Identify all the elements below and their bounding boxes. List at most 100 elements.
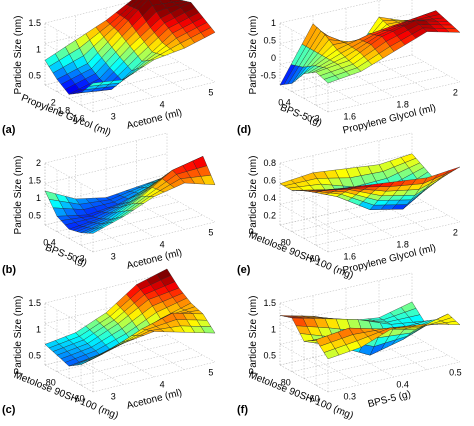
z-axis-label: Particle Size (nm) <box>13 296 24 375</box>
grid-line <box>166 54 216 83</box>
y-axis-label: Acetone (ml) <box>126 107 184 131</box>
x-axis-label: Propylene Glycol (ml) <box>20 93 113 139</box>
y-tick-label: 1.8 <box>396 100 409 110</box>
x-axis-label: BPS-5 (g) <box>44 242 89 269</box>
z-axis-label: Particle Size (nm) <box>248 296 259 375</box>
panel-f: 0.5 1 1.5 80 60 0.3 0.4 0.5 Particle Size (nm)Me… <box>237 272 462 422</box>
x-tick-label: 1.6 <box>72 114 85 124</box>
x-tick-label: 80 <box>281 377 291 387</box>
grid-line <box>80 355 204 386</box>
grid-line <box>136 202 185 230</box>
grid-line <box>44 302 94 331</box>
y-tick-label: 5 <box>208 368 213 378</box>
panel-e: 0.2 0.4 0.6 0.8 80 60 1.6 1.8 2 Particle Size (nm… <box>237 132 461 282</box>
panel-letter: (b) <box>2 264 16 276</box>
x-axis-label: Metolose 90SH-100 (mg) <box>247 230 355 282</box>
y-tick-label: 5 <box>208 228 213 238</box>
panel-letter: (e) <box>237 264 251 276</box>
y-tick-label: 5 <box>208 88 213 98</box>
grid-line <box>44 162 94 191</box>
z-tick-label: 1 <box>36 44 41 54</box>
grid-line <box>345 349 395 378</box>
surface-mesh <box>44 156 216 234</box>
surface-cell <box>444 166 461 175</box>
y-tick-label: 0.5 <box>449 368 462 378</box>
grid-line <box>345 69 395 98</box>
grid-line <box>378 62 428 90</box>
z-axis-label: Particle Size (nm) <box>13 156 24 235</box>
y-axis-label: Acetone (ml) <box>126 247 184 271</box>
x-axis-label: Metolose 90SH-100 (mg) <box>12 370 120 422</box>
surface-cell <box>88 227 104 234</box>
y-tick-label: 0.3 <box>344 392 357 402</box>
grid-line <box>315 215 449 246</box>
x-tick-label: 60 <box>310 254 320 264</box>
surface-mesh <box>44 268 216 367</box>
z-tick-label: 1 <box>36 193 41 203</box>
z-tick-label: 1 <box>36 324 41 334</box>
y-tick-label: 3 <box>111 112 116 122</box>
surface-mesh <box>279 301 461 360</box>
y-axis-label: BPS-5 (g) <box>367 389 412 410</box>
surface-cell <box>323 348 340 360</box>
z-tick-label: 1 <box>271 18 276 28</box>
surface-mesh <box>279 153 461 210</box>
z-tick-label: 2 <box>36 158 41 168</box>
x-tick-label: 0.4 <box>278 97 291 107</box>
z-tick-label: 1 <box>271 324 276 334</box>
grid-line <box>136 62 185 90</box>
surface-cell <box>88 353 104 361</box>
grid-line <box>166 194 216 223</box>
panel-letter: (f) <box>237 404 248 416</box>
grid-line <box>105 349 155 378</box>
grid-line <box>279 344 329 372</box>
z-axis-label: Particle Size (nm) <box>248 16 259 95</box>
grid-line <box>411 194 461 223</box>
y-axis-label: Acetone (ml) <box>126 387 184 411</box>
y-tick-label: 4 <box>160 100 165 110</box>
panel-letter: (c) <box>2 404 16 416</box>
panel-letter: (a) <box>2 124 16 136</box>
grid-line <box>136 342 185 370</box>
z-tick-label: 0.2 <box>263 211 276 221</box>
x-tick-label: 80 <box>281 237 291 247</box>
z-tick-label: 0.8 <box>263 158 276 168</box>
x-tick-label: 80 <box>46 377 56 387</box>
z-tick-label: -0.5 <box>260 71 276 81</box>
y-tick-label: 4 <box>160 240 165 250</box>
grid-line <box>166 334 216 363</box>
grid-line <box>279 64 329 92</box>
z-tick-label: 1.5 <box>263 298 276 308</box>
y-tick-label: 2 <box>453 88 458 98</box>
x-tick-label: 60 <box>310 394 320 404</box>
x-axis-label: BPS-5 (g) <box>279 102 324 129</box>
surface-mesh <box>279 10 461 86</box>
x-tick-label: 1.8 <box>58 106 71 116</box>
z-tick-label: 0.5 <box>263 351 276 361</box>
y-tick-label: 4 <box>160 380 165 390</box>
panel-b: 0.5 1 1.5 2 0.4 0.3 3 4 5 Particle Size (nm) BPS-5… <box>2 132 216 276</box>
z-tick-label: 0 <box>271 53 276 63</box>
x-tick-label: 0.4 <box>43 237 56 247</box>
y-tick-label: 2 <box>453 228 458 238</box>
panel-d: -0.5 0 0.5 1 0.4 0.3 1.6 1.8 2 Particle Size (nm)… <box>237 0 461 136</box>
surface-cell <box>88 81 104 87</box>
x-tick-label: 0.3 <box>307 114 320 124</box>
y-tick-label: 3 <box>111 392 116 402</box>
y-tick-label: 1.6 <box>344 112 357 122</box>
z-tick-label: 0.4 <box>263 193 276 203</box>
y-tick-label: 1.8 <box>396 240 409 250</box>
x-tick-label: 0.3 <box>72 254 85 264</box>
y-tick-label: 0.4 <box>396 380 409 390</box>
z-tick-label: 1.5 <box>28 18 41 28</box>
surface-cell <box>323 188 340 191</box>
grid-line <box>279 204 329 232</box>
z-tick-label: 1.5 <box>28 176 41 186</box>
panel-c: 0.5 1 1.5 80 60 3 4 5 Particle Size (nm)Metolose… <box>2 268 216 422</box>
z-tick-label: 0.5 <box>28 71 41 81</box>
y-tick-label: 1.6 <box>344 252 357 262</box>
z-tick-label: 1.5 <box>28 298 41 308</box>
y-tick-label: 3 <box>111 252 116 262</box>
z-tick-label: 0.6 <box>263 176 276 186</box>
